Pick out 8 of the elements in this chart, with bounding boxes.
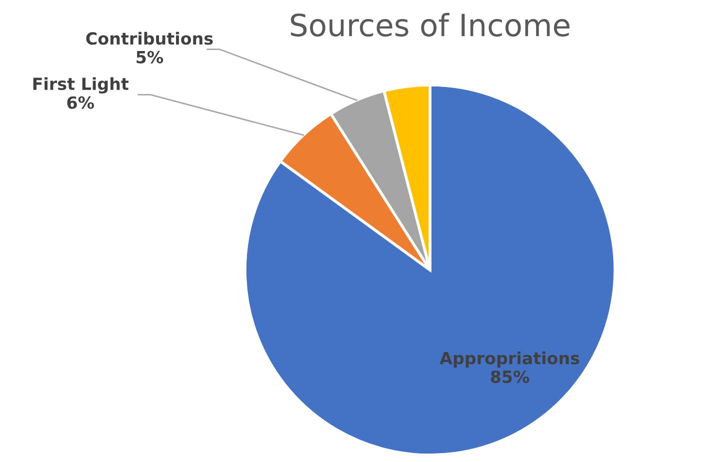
- data-label: 85%: [490, 370, 530, 384]
- pie-slice: [244, 84, 616, 456]
- data-label: 5%: [136, 50, 164, 64]
- slice-label: Contributions: [86, 32, 213, 45]
- data-label: 6%: [67, 96, 94, 109]
- chart-title: Sources of Income: [290, 12, 570, 37]
- slice-label: First Light: [33, 77, 129, 94]
- slice-label: Appropriations: [440, 352, 580, 368]
